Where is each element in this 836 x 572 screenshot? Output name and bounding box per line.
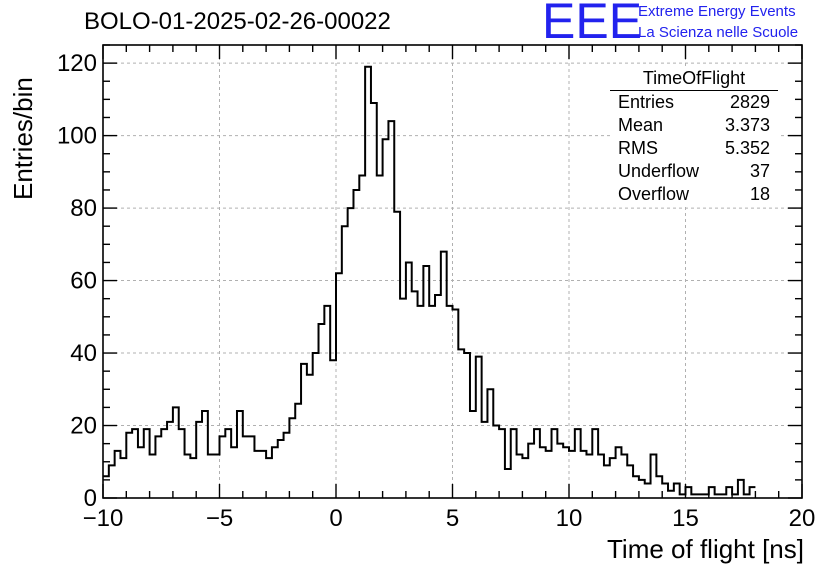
x-tick-label: −10: [83, 505, 124, 532]
y-axis: 0 20 40 60 80 100 120: [57, 44, 802, 512]
y-tick-label: 0: [84, 485, 97, 512]
stats-label: RMS: [618, 138, 658, 158]
stats-row: Mean 3.373: [610, 114, 778, 137]
stats-value: 5.352: [724, 138, 770, 158]
stats-value: 18: [749, 184, 770, 204]
eee-logo: EEE: [542, 0, 643, 49]
y-tick-label: 40: [70, 340, 97, 367]
x-tick-label: 20: [789, 505, 816, 532]
x-tick-label: 0: [329, 505, 342, 532]
y-tick-label: 20: [70, 413, 97, 440]
y-tick-label: 120: [57, 50, 97, 77]
y-tick-label: 60: [70, 268, 97, 295]
chart-title: BOLO-01-2025-02-26-00022: [84, 8, 391, 35]
x-axis-label: Time of flight [ns]: [607, 534, 804, 564]
x-tick-label: 15: [672, 505, 699, 532]
grid-lines: [103, 45, 802, 498]
stats-label: Entries: [618, 92, 675, 112]
histogram-series: [103, 65, 756, 496]
x-tick-label: 10: [556, 505, 583, 532]
logo-line-2: La Scienza nelle Scuole: [638, 24, 799, 41]
stats-label: Overflow: [618, 184, 690, 204]
stats-label: Mean: [618, 115, 664, 135]
x-tick-label: −5: [206, 505, 233, 532]
stats-row: Entries 2829: [610, 91, 778, 114]
stats-box-name: TimeOfFlight: [610, 68, 778, 91]
stats-box: TimeOfFlight Entries 2829 Mean 3.373 RMS…: [610, 68, 778, 206]
y-tick-label: 100: [57, 123, 97, 150]
y-tick-label: 80: [70, 195, 97, 222]
stats-value: 37: [749, 161, 770, 181]
stats-label: Underflow: [618, 161, 700, 181]
x-axis: −10 −5 0 5 10 15 20: [83, 45, 816, 532]
stats-row: RMS 5.352: [610, 137, 778, 160]
y-axis-label: Entries/bin: [8, 77, 38, 200]
stats-value: 3.373: [724, 115, 770, 135]
x-tick-label: 5: [446, 505, 459, 532]
stats-row: Underflow 37: [610, 160, 778, 183]
stats-value: 2829: [729, 92, 770, 112]
logo-line-1: Extreme Energy Events: [638, 3, 796, 20]
stats-row: Overflow 18: [610, 183, 778, 206]
